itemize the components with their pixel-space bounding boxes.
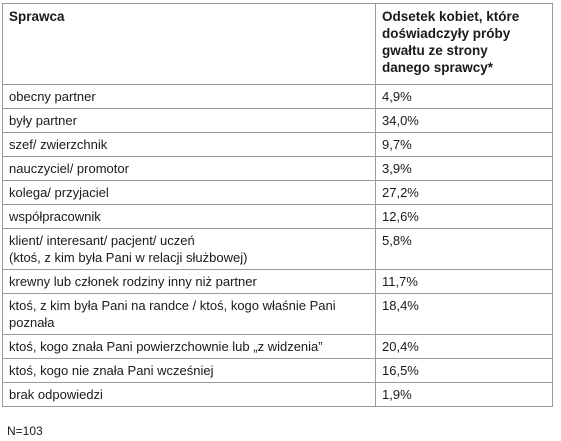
percent-cell: 27,2%	[375, 180, 553, 205]
table-body: obecny partner 4,9% były partner 34,0% szef/…	[2, 84, 553, 407]
percent-cell: 4,9%	[375, 84, 553, 109]
percent-cell: 3,9%	[375, 156, 553, 181]
percent-cell: 11,7%	[375, 269, 553, 294]
percent-cell: 12,6%	[375, 204, 553, 229]
perpetrator-cell: klient/ interesant/ pacjent/ uczeń (ktoś…	[2, 228, 376, 270]
table-row: ktoś, z kim była Pani na randce / ktoś, …	[2, 293, 553, 335]
percent-cell: 16,5%	[375, 358, 553, 383]
table-row: współpracownik 12,6%	[2, 204, 553, 229]
table-row: obecny partner 4,9%	[2, 84, 553, 109]
perpetrator-cell: ktoś, kogo nie znała Pani wcześniej	[2, 358, 376, 383]
percent-cell: 18,4%	[375, 293, 553, 335]
table-row: ktoś, kogo nie znała Pani wcześniej 16,5%	[2, 358, 553, 383]
perpetrator-cell: ktoś, z kim była Pani na randce / ktoś, …	[2, 293, 376, 335]
table-row: kolega/ przyjaciel 27,2%	[2, 180, 553, 205]
perpetrator-cell: obecny partner	[2, 84, 376, 109]
header-cell: Odsetek kobiet, które doświadczyły próby…	[375, 3, 553, 85]
header-row: Sprawca Odsetek kobiet, które doświadczy…	[2, 3, 553, 85]
percent-cell: 5,8%	[375, 228, 553, 270]
header-cell: Sprawca	[2, 3, 376, 85]
table-row: nauczyciel/ promotor 3,9%	[2, 156, 553, 181]
percent-cell: 20,4%	[375, 334, 553, 359]
perpetrator-cell: krewny lub członek rodziny inny niż part…	[2, 269, 376, 294]
perpetrator-cell: kolega/ przyjaciel	[2, 180, 376, 205]
table: Sprawca Odsetek kobiet, które doświadczy…	[2, 3, 553, 407]
sample-note: N=103	[7, 424, 43, 438]
percent-cell: 1,9%	[375, 382, 553, 407]
table-row: brak odpowiedzi 1,9%	[2, 382, 553, 407]
table-row: były partner 34,0%	[2, 108, 553, 133]
perpetrator-cell: szef/ zwierzchnik	[2, 132, 376, 157]
perpetrator-cell: nauczyciel/ promotor	[2, 156, 376, 181]
percent-cell: 34,0%	[375, 108, 553, 133]
perpetrator-cell: ktoś, kogo znała Pani powierzchownie lub…	[2, 334, 376, 359]
table-row: szef/ zwierzchnik 9,7%	[2, 132, 553, 157]
perpetrator-cell: współpracownik	[2, 204, 376, 229]
percent-cell: 9,7%	[375, 132, 553, 157]
table-row: ktoś, kogo znała Pani powierzchownie lub…	[2, 334, 553, 359]
table-row: krewny lub członek rodziny inny niż part…	[2, 269, 553, 294]
perpetrator-cell: były partner	[2, 108, 376, 133]
perpetrator-cell: brak odpowiedzi	[2, 382, 376, 407]
table-row: klient/ interesant/ pacjent/ uczeń (ktoś…	[2, 228, 553, 270]
